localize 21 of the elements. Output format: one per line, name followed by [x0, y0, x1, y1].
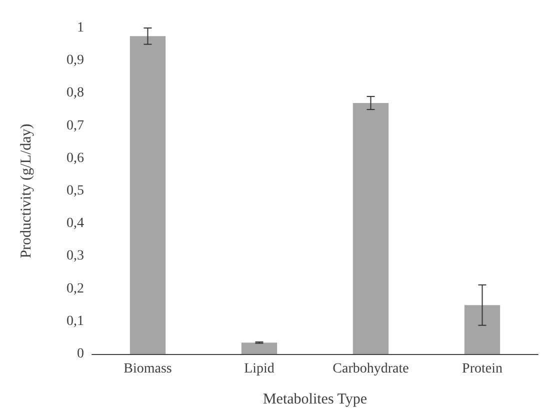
y-tick-label: 0,1 [66, 314, 84, 329]
x-tick-label: Lipid [244, 362, 274, 376]
y-tick-label: 0,2 [66, 281, 84, 296]
y-tick-label: 0 [77, 346, 84, 362]
y-axis-title: Productivity (g/L/day) [18, 124, 34, 258]
bar [241, 342, 278, 354]
y-tick-label: 0,4 [66, 216, 84, 232]
bar [130, 36, 166, 354]
y-tick-label: 0,6 [66, 150, 84, 166]
x-axis-title: Metabolites Type [262, 392, 368, 408]
x-tick-label: Carbohydrate [332, 362, 409, 376]
y-tick-label: 0,3 [66, 248, 84, 264]
y-tick-label: 1 [77, 20, 84, 36]
bar [464, 305, 500, 354]
x-tick-label: Protein [462, 362, 502, 376]
y-tick-label: 0,8 [66, 86, 84, 101]
y-tick-label: 0,5 [66, 184, 84, 198]
y-tick-label: 0,7 [66, 118, 84, 134]
x-tick-label: Biomass [124, 362, 172, 376]
y-tick-label: 0,9 [66, 53, 84, 68]
bar [352, 102, 389, 354]
